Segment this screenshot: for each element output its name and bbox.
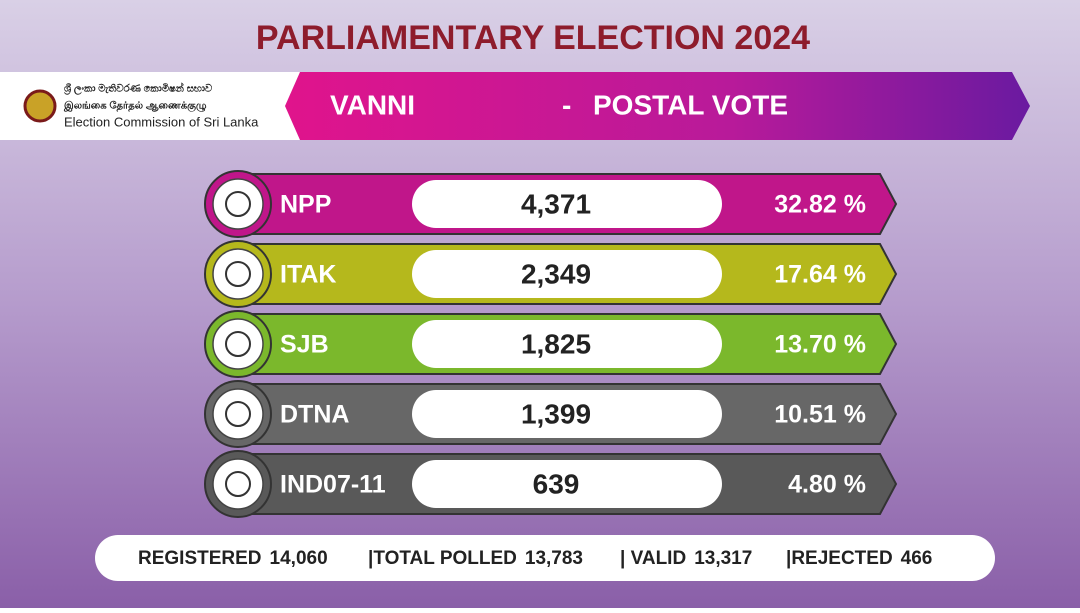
commission-line: ශ්‍රී ලංකා මැතිවරණ කොමිෂන් සභාව [64, 82, 213, 96]
percent: 10.51 % [774, 401, 866, 429]
footer-bar [95, 535, 995, 581]
party-symbol-icon [225, 261, 251, 287]
party-name: SJB [280, 331, 329, 359]
footer-value: 13,783 [525, 548, 583, 569]
district: VANNI [330, 89, 415, 120]
party-name: DTNA [280, 401, 349, 429]
party-name: NPP [280, 191, 331, 219]
footer-value: 466 [901, 548, 933, 569]
footer-stat: REGISTERED 14,060 [138, 548, 328, 569]
party-symbol-icon [225, 331, 251, 357]
party-symbol-icon [225, 401, 251, 427]
footer-stat: |TOTAL POLLED 13,783 [368, 548, 583, 569]
footer-stat: | VALID 13,317 [620, 548, 752, 569]
percent: 17.64 % [774, 261, 866, 289]
results-rows: NPP 4,371 32.82 % ITAK 2,349 17.64 % SJB 1,825 1… [204, 170, 898, 518]
votes-pill [412, 180, 722, 228]
title: PARLIAMENTARY ELECTION 2024 [256, 19, 810, 57]
votes: 1,399 [521, 398, 591, 429]
footer: REGISTERED 14,060 |TOTAL POLLED 13,783 | VAL… [138, 548, 932, 569]
votes: 4,371 [521, 188, 591, 219]
party-symbol-icon [225, 191, 251, 217]
emblem [23, 89, 57, 123]
party-symbol [212, 178, 264, 230]
party-symbol-icon [225, 471, 251, 497]
party-symbol [212, 458, 264, 510]
commission-line: Election Commission of Sri Lanka [64, 114, 259, 129]
result-row: DTNA 1,399 10.51 % [204, 380, 898, 448]
party-symbol [212, 388, 264, 440]
banner [285, 72, 1030, 140]
result-row: NPP 4,371 32.82 % [204, 170, 898, 238]
votes-pill [412, 460, 722, 508]
votes: 639 [533, 468, 580, 499]
party-name: ITAK [280, 261, 336, 289]
footer-label: | VALID [620, 548, 686, 569]
footer-label: |REJECTED [786, 548, 893, 569]
footer-stat: |REJECTED 466 [786, 548, 932, 569]
footer-label: |TOTAL POLLED [368, 548, 517, 569]
footer-value: 13,317 [694, 548, 752, 569]
footer-label: REGISTERED [138, 548, 262, 569]
percent: 4.80 % [788, 471, 866, 499]
separator: - [562, 89, 571, 120]
party-name: IND07-11 [280, 471, 386, 499]
result-row: IND07-11 639 4.80 % [204, 450, 898, 518]
votes-pill [412, 320, 722, 368]
result-row: SJB 1,825 13.70 % [204, 310, 898, 378]
vote-type: POSTAL VOTE [593, 89, 788, 120]
votes: 1,825 [521, 328, 591, 359]
footer-value: 14,060 [270, 548, 328, 569]
percent: 13.70 % [774, 331, 866, 359]
votes-pill [412, 250, 722, 298]
votes: 2,349 [521, 258, 591, 289]
commission-line: இலங்கை தேர்தல் ஆணைக்குழு [63, 100, 207, 113]
result-row: ITAK 2,349 17.64 % [204, 240, 898, 308]
party-symbol [212, 248, 264, 300]
votes-pill [412, 390, 722, 438]
party-symbol [212, 318, 264, 370]
percent: 32.82 % [774, 191, 866, 219]
